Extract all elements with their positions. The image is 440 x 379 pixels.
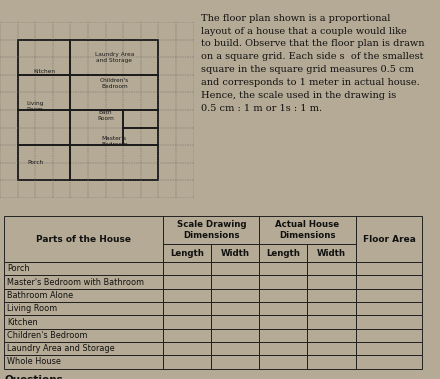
Bar — [4, 262, 163, 276]
Bar — [308, 276, 356, 289]
Bar — [4, 216, 163, 262]
Text: Kitchen: Kitchen — [7, 318, 38, 327]
Bar — [163, 302, 211, 315]
Bar — [308, 329, 356, 342]
Text: Master's
Bedroom: Master's Bedroom — [101, 136, 128, 147]
Bar — [259, 276, 308, 289]
Bar — [163, 216, 260, 244]
Bar — [211, 315, 260, 329]
Text: Bath
Room: Bath Room — [97, 110, 114, 121]
Bar — [211, 244, 260, 262]
Bar — [259, 315, 308, 329]
Bar — [356, 315, 422, 329]
Bar — [4, 315, 163, 329]
Text: Length: Length — [267, 249, 301, 258]
Bar — [308, 342, 356, 355]
Bar — [163, 244, 211, 262]
Bar — [259, 289, 308, 302]
Bar — [259, 342, 308, 355]
Bar — [4, 329, 163, 342]
Text: Actual House
Dimensions: Actual House Dimensions — [275, 220, 340, 240]
Bar — [356, 262, 422, 276]
Text: Laundry Area and Storage: Laundry Area and Storage — [7, 344, 115, 353]
Bar — [4, 289, 163, 302]
Bar — [4, 302, 163, 315]
Bar — [259, 329, 308, 342]
Text: Living Room: Living Room — [7, 304, 58, 313]
Text: The floor plan shown is a proportional
layout of a house that a couple would lik: The floor plan shown is a proportional l… — [201, 14, 425, 113]
Bar — [259, 302, 308, 315]
Bar — [308, 244, 356, 262]
Bar — [356, 355, 422, 368]
Text: Width: Width — [221, 249, 250, 258]
Text: Living
Room: Living Room — [26, 101, 44, 112]
Bar — [163, 355, 211, 368]
Bar — [356, 216, 422, 262]
Bar — [308, 355, 356, 368]
Bar — [211, 276, 260, 289]
Bar — [211, 262, 260, 276]
Bar — [18, 39, 158, 180]
Bar — [163, 315, 211, 329]
Text: Porch: Porch — [7, 264, 30, 273]
Bar — [259, 216, 356, 244]
Bar — [4, 355, 163, 368]
Bar — [163, 262, 211, 276]
Text: Bathroom Alone: Bathroom Alone — [7, 291, 73, 300]
Bar — [211, 302, 260, 315]
Text: Laundry Area
and Storage: Laundry Area and Storage — [95, 52, 134, 63]
Text: Scale Drawing
Dimensions: Scale Drawing Dimensions — [176, 220, 246, 240]
Bar — [308, 289, 356, 302]
Text: Questions: Questions — [4, 375, 63, 379]
Bar — [356, 342, 422, 355]
Bar — [211, 342, 260, 355]
Text: Porch: Porch — [27, 160, 43, 165]
Bar — [211, 289, 260, 302]
Bar — [259, 244, 308, 262]
Bar — [163, 342, 211, 355]
Bar — [308, 262, 356, 276]
Text: Whole House: Whole House — [7, 357, 61, 366]
Text: Parts of the House: Parts of the House — [37, 235, 131, 244]
Text: Master's Bedroom with Bathroom: Master's Bedroom with Bathroom — [7, 278, 144, 287]
Bar — [4, 276, 163, 289]
Text: Children's Bedroom: Children's Bedroom — [7, 331, 88, 340]
Text: Floor Area: Floor Area — [363, 235, 415, 244]
Text: Width: Width — [317, 249, 346, 258]
Bar — [163, 276, 211, 289]
Bar — [163, 329, 211, 342]
Bar — [163, 289, 211, 302]
Text: Length: Length — [170, 249, 204, 258]
Text: Kitchen: Kitchen — [33, 69, 55, 74]
Bar — [211, 355, 260, 368]
Bar — [259, 262, 308, 276]
Bar — [356, 289, 422, 302]
Bar — [356, 302, 422, 315]
Bar — [308, 315, 356, 329]
Bar — [259, 355, 308, 368]
Text: Children's
Bedroom: Children's Bedroom — [100, 78, 129, 89]
Bar — [356, 329, 422, 342]
Bar — [308, 302, 356, 315]
Bar — [356, 276, 422, 289]
Bar — [211, 329, 260, 342]
Bar — [4, 342, 163, 355]
